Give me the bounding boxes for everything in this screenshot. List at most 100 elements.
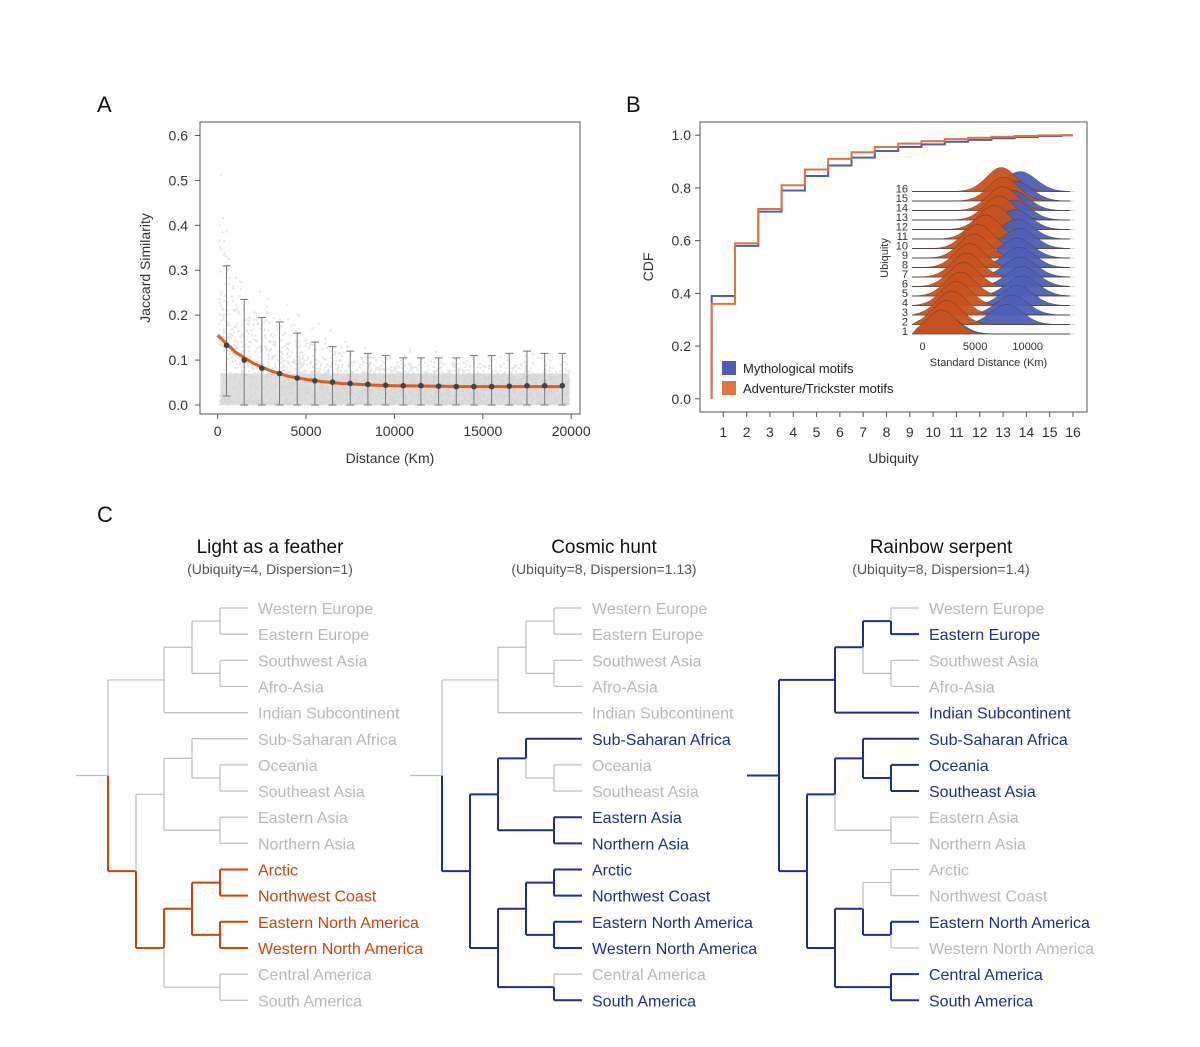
x-axis-label: Distance (Km) bbox=[346, 450, 435, 466]
ridge-orange-density bbox=[911, 309, 1070, 335]
scatter-point bbox=[324, 337, 327, 340]
inset-row-label: 15 bbox=[896, 193, 908, 205]
scatter-point bbox=[244, 343, 247, 346]
scatter-point bbox=[222, 309, 225, 312]
scatter-point bbox=[233, 353, 236, 356]
tree-title: Light as a feather bbox=[197, 537, 344, 558]
scatter-point bbox=[346, 345, 349, 348]
x-tick-label: 14 bbox=[1019, 424, 1035, 440]
scatter-point bbox=[238, 294, 241, 298]
scatter-point bbox=[379, 369, 382, 372]
scatter-point bbox=[240, 341, 243, 344]
scatter-point bbox=[325, 371, 328, 374]
scatter-point bbox=[359, 366, 362, 369]
scatter-point bbox=[223, 313, 226, 316]
tree-leaf-label: Central America bbox=[258, 967, 372, 984]
scatter-point bbox=[263, 329, 266, 332]
x-tick-label: 20000 bbox=[552, 423, 591, 439]
scatter-point bbox=[433, 361, 436, 364]
x-tick-label: 0 bbox=[214, 423, 222, 439]
scatter-point bbox=[255, 340, 258, 343]
scatter-point bbox=[340, 355, 343, 358]
chart-a-scatter: 0.0 0.1 0.2 0.3 0.4 0.5 0.6 0 5000 10000 15000 2000… bbox=[137, 121, 591, 466]
bin-mean-point bbox=[559, 382, 566, 389]
tree-leaf-label: Eastern Europe bbox=[592, 627, 703, 644]
scatter-point bbox=[286, 303, 289, 306]
scatter-point bbox=[394, 367, 397, 370]
bin-mean-point bbox=[524, 382, 530, 389]
scatter-point bbox=[432, 365, 435, 368]
tree-subtitle: (Ubiquity=8, Dispersion=1.4) bbox=[852, 561, 1029, 577]
scatter-point bbox=[222, 328, 225, 331]
tree-title: Cosmic hunt bbox=[551, 537, 657, 558]
scatter-point bbox=[505, 359, 509, 362]
tree-leaf-label: Southwest Asia bbox=[929, 653, 1039, 670]
scatter-point bbox=[234, 359, 237, 363]
scatter-point bbox=[247, 301, 250, 304]
x-tick-label: 9 bbox=[906, 424, 914, 440]
scatter-point bbox=[268, 349, 271, 352]
scatter-point bbox=[227, 313, 230, 316]
scatter-point bbox=[339, 359, 342, 362]
tree-leaf-label: Western Europe bbox=[929, 601, 1044, 618]
scatter-point bbox=[344, 370, 347, 373]
tree-leaf-label: Southwest Asia bbox=[592, 653, 702, 670]
scatter-point bbox=[344, 340, 347, 343]
tree-leaf-label: Western Europe bbox=[258, 601, 373, 618]
scatter-point bbox=[284, 359, 287, 362]
scatter-point bbox=[254, 311, 257, 314]
scatter-point bbox=[494, 370, 498, 373]
y-tick-label: 0.4 bbox=[169, 217, 189, 233]
scatter-point bbox=[400, 359, 403, 362]
scatter-point bbox=[302, 354, 305, 357]
scatter-point bbox=[227, 321, 230, 324]
inset-row-label: 1 bbox=[902, 326, 908, 338]
scatter-point bbox=[368, 362, 371, 365]
bin-mean-point bbox=[276, 370, 283, 377]
scatter-point bbox=[231, 334, 234, 337]
scatter-point bbox=[276, 357, 279, 360]
scatter-point bbox=[232, 287, 235, 290]
scatter-point bbox=[337, 364, 340, 367]
scatter-point bbox=[541, 357, 544, 360]
scatter-point bbox=[299, 344, 302, 347]
scatter-point bbox=[380, 364, 383, 367]
bin-mean-point bbox=[506, 383, 513, 389]
scatter-point bbox=[262, 363, 265, 366]
scatter-point bbox=[246, 322, 249, 325]
scatter-point bbox=[218, 400, 221, 403]
x-tick-label: 4 bbox=[789, 424, 797, 440]
scatter-point bbox=[281, 353, 284, 356]
scatter-point bbox=[413, 366, 416, 369]
scatter-point bbox=[259, 344, 262, 348]
scatter-point bbox=[434, 350, 437, 353]
scatter-point bbox=[382, 367, 385, 370]
scatter-point bbox=[268, 356, 271, 359]
ridge-orange-density bbox=[912, 233, 1070, 259]
scatter-point bbox=[273, 363, 277, 366]
scatter-point bbox=[496, 371, 499, 374]
scatter-point bbox=[462, 361, 465, 364]
scatter-point bbox=[241, 333, 244, 336]
scatter-point bbox=[237, 310, 240, 313]
scatter-point bbox=[259, 327, 262, 330]
scatter-point bbox=[222, 254, 226, 257]
scatter-point bbox=[293, 323, 296, 327]
tree-leaf-label: Indian Subcontinent bbox=[592, 706, 734, 723]
scatter-point bbox=[222, 217, 225, 220]
scatter-point bbox=[396, 364, 399, 367]
scatter-point bbox=[467, 368, 470, 372]
scatter-point bbox=[368, 365, 371, 368]
tree-leaf-label: Arctic bbox=[592, 863, 632, 880]
scatter-point bbox=[251, 366, 254, 369]
tree-subtitle: (Ubiquity=8, Dispersion=1.13) bbox=[511, 561, 696, 577]
bin-mean-point bbox=[382, 382, 389, 389]
scatter-point bbox=[563, 361, 566, 364]
scatter-point bbox=[410, 366, 413, 369]
inset-row-label: 10 bbox=[896, 241, 908, 253]
scatter-point bbox=[427, 368, 430, 371]
scatter-point bbox=[514, 366, 517, 369]
inset-row-label: 11 bbox=[897, 231, 908, 243]
legend-swatch bbox=[722, 361, 736, 375]
x-tick-label: 5000 bbox=[290, 423, 321, 439]
